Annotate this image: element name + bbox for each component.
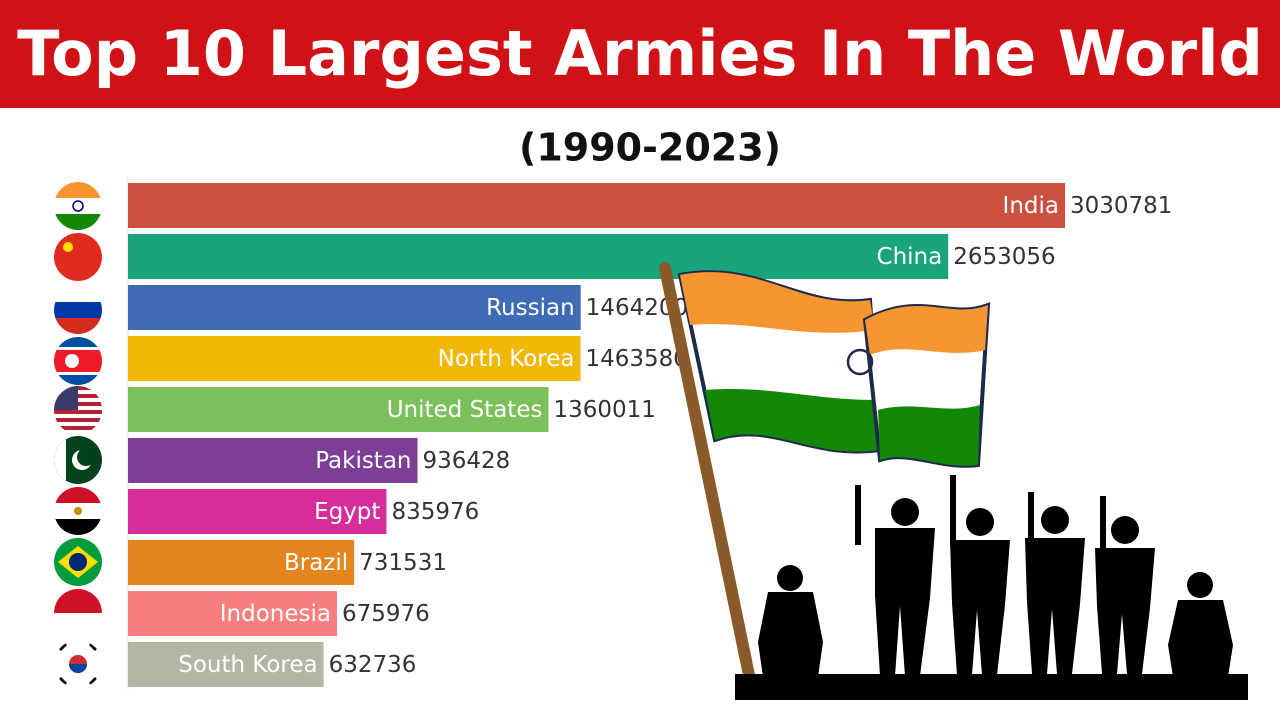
bar-label: China [877, 244, 943, 270]
bar-label: United States [387, 397, 543, 423]
flag [54, 337, 102, 385]
value-label: 731531 [359, 550, 447, 576]
value-label: 3030781 [1070, 193, 1172, 219]
bar [128, 642, 324, 687]
flag [54, 589, 102, 637]
bar [128, 540, 355, 585]
flag [54, 538, 102, 586]
value-label: 2653056 [953, 244, 1055, 270]
bar [128, 591, 337, 636]
flag [54, 233, 102, 281]
flag [54, 487, 102, 535]
bar-label: Pakistan [315, 448, 411, 474]
bar [128, 285, 581, 330]
bar [128, 234, 949, 279]
bar-label: North Korea [438, 346, 575, 372]
chart-subtitle: (1990-2023) [519, 126, 781, 170]
bar [128, 183, 1065, 228]
value-label: 632736 [329, 652, 417, 678]
bar-label: Egypt [314, 499, 380, 525]
bar [128, 438, 418, 483]
value-label: 1463580 [585, 346, 687, 372]
flags [54, 182, 102, 688]
bar-label: South Korea [178, 652, 317, 678]
value-label: 936428 [423, 448, 511, 474]
flag [54, 386, 102, 434]
bar-label: Russian [486, 295, 575, 321]
value-label: 835976 [391, 499, 479, 525]
flag [54, 182, 102, 230]
flag [54, 640, 102, 688]
header-band [0, 0, 1280, 108]
bar-label: India [1003, 193, 1059, 219]
bar [128, 387, 549, 432]
bar-label: Brazil [284, 550, 348, 576]
chart-title: Top 10 Largest Armies In The World [17, 17, 1263, 90]
bar [128, 489, 387, 534]
flag [54, 436, 102, 484]
bar [128, 336, 581, 381]
illustration [659, 262, 1248, 700]
value-label: 1360011 [553, 397, 655, 423]
flag [54, 286, 102, 334]
value-label: 675976 [342, 601, 430, 627]
bar-label: Indonesia [220, 601, 331, 627]
